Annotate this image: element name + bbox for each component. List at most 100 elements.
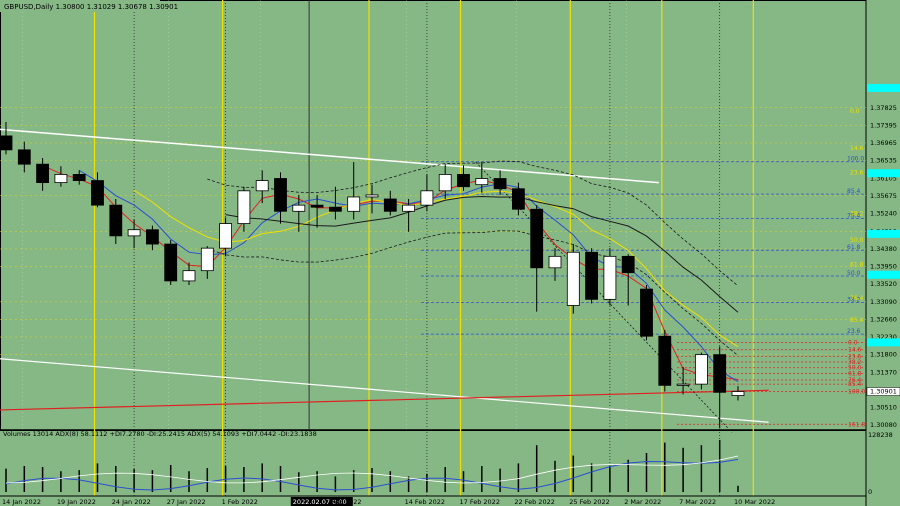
price-tick-label: 1.33950 bbox=[870, 263, 897, 271]
candle-body bbox=[566, 251, 580, 306]
price-tick-label: 1.32660 bbox=[870, 315, 897, 323]
candle-body bbox=[658, 335, 672, 386]
price-tick-label: 1.36535 bbox=[870, 157, 897, 165]
candle-body bbox=[310, 204, 324, 208]
price-tick-label: 1.35240 bbox=[870, 210, 897, 218]
date-tick-label: 24 Jan 2022 bbox=[112, 498, 151, 506]
price-tick-label: 1.37825 bbox=[870, 104, 897, 112]
price-marker-box bbox=[867, 270, 900, 279]
candle-body bbox=[493, 178, 507, 190]
candle-body bbox=[17, 149, 31, 165]
candle-body bbox=[72, 174, 86, 181]
candle-body bbox=[512, 188, 525, 210]
candle-body bbox=[365, 194, 379, 198]
fibo-yellow-label: 23.6 bbox=[850, 169, 864, 176]
volume-panel bbox=[5, 440, 739, 492]
candle-body bbox=[713, 354, 727, 393]
candle-body bbox=[695, 354, 708, 385]
candle-body bbox=[603, 255, 617, 300]
volume-scale-min: 0 bbox=[868, 488, 872, 496]
price-tick-label: 1.34380 bbox=[870, 245, 897, 253]
candle-body bbox=[640, 288, 653, 337]
price-tick-label: 1.32230 bbox=[870, 333, 897, 341]
date-axis: 14 Jan 2022 19 Jan 2022 24 Jan 2022 27 Jan … bbox=[0, 495, 866, 506]
price-marker-box bbox=[867, 83, 900, 92]
header-bg bbox=[0, 0, 160, 12]
date-tick-label: 7 Mar 2022 bbox=[679, 498, 716, 506]
candle-body bbox=[585, 251, 598, 300]
candle-body bbox=[0, 135, 13, 151]
upper-trend-line bbox=[0, 128, 659, 184]
candle-body bbox=[36, 163, 49, 184]
fibo-yellow-label: 61.8 bbox=[850, 262, 864, 269]
candle-body bbox=[182, 270, 196, 282]
candle-body bbox=[219, 223, 233, 249]
crosshair-date-label: 2022.02.07 0:00 bbox=[293, 498, 347, 506]
candle-body bbox=[328, 206, 342, 212]
candle-body bbox=[383, 198, 397, 212]
candle-body bbox=[548, 255, 562, 269]
lower-trend-line bbox=[0, 358, 769, 423]
price-tick-label: 1.35675 bbox=[870, 192, 897, 200]
price-tick-label: 1.36965 bbox=[870, 139, 897, 147]
bollinger-upper-band bbox=[207, 160, 739, 287]
fibo-red-label: 23.6 bbox=[848, 353, 862, 360]
adx-blue-line bbox=[5, 458, 739, 491]
candle-body bbox=[255, 180, 269, 192]
candle-body bbox=[127, 229, 141, 237]
fibo-yellow-label: 50.0 bbox=[850, 237, 864, 244]
candle-body bbox=[347, 196, 361, 212]
fibo-red-label: 161.8 bbox=[848, 421, 865, 428]
candle-body bbox=[731, 391, 745, 396]
price-marker-box bbox=[867, 338, 900, 347]
volume-label: Volumes 13014 ADX(8) 58.1112 +DI7.2780 -… bbox=[3, 430, 317, 438]
ma-black-line bbox=[225, 195, 739, 313]
volume-scale-max: 128238 bbox=[868, 431, 893, 439]
price-tick-label: 1.31370 bbox=[870, 368, 897, 376]
candle-body bbox=[54, 174, 68, 184]
candle-body bbox=[402, 204, 416, 212]
date-tick-label: 27 Jan 2022 bbox=[167, 498, 206, 506]
candle-body bbox=[164, 243, 178, 282]
trend-lines bbox=[0, 128, 769, 433]
fibo-blue-label: 100.0 bbox=[847, 156, 864, 163]
candle-body bbox=[457, 174, 470, 188]
fibo-yellow-label: 85.4 bbox=[850, 317, 864, 324]
fibo-blue-label: 50.0 bbox=[847, 270, 861, 277]
candle-body bbox=[420, 190, 434, 206]
candle-body bbox=[292, 204, 306, 212]
candle-body bbox=[676, 383, 690, 386]
fibo-blue-label: 61.8 bbox=[847, 244, 861, 251]
candle-body bbox=[274, 178, 287, 212]
price-tick-label: 1.31800 bbox=[870, 351, 897, 359]
chart-title: GBPUSD,Daily 1.30800 1.31029 1.30678 1.3… bbox=[4, 3, 178, 11]
current-price-label: 1.30901 bbox=[870, 388, 897, 396]
candle-body bbox=[237, 190, 251, 224]
fibo-red-label: 14.6 bbox=[848, 347, 862, 354]
date-tick-label: 14 Jan 2022 bbox=[2, 498, 41, 506]
date-tick-label: 2 Mar 2022 bbox=[624, 498, 661, 506]
fibo-yellow-label: 38.2 bbox=[850, 210, 864, 217]
price-tick-label: 1.30080 bbox=[870, 421, 897, 429]
candlesticks bbox=[0, 122, 745, 429]
bollinger-lower-band bbox=[207, 230, 739, 356]
price-tick-label: 1.33520 bbox=[870, 280, 897, 288]
candle-body bbox=[621, 255, 635, 274]
fibo-red-label: 61.8 bbox=[848, 370, 862, 377]
date-tick-label: 22 Feb 2022 bbox=[514, 498, 554, 506]
fibo-red-label: 50.0 bbox=[848, 365, 862, 372]
price-marker-box bbox=[867, 229, 900, 238]
candle-body bbox=[91, 180, 104, 206]
fibo-red-label: 100.0 bbox=[848, 389, 865, 396]
ma-yellow-line bbox=[133, 189, 739, 348]
crosshair-date-box bbox=[290, 497, 353, 506]
fibo-yellow-label: 0.0 bbox=[850, 108, 860, 115]
fibo-red-label: 85.4 bbox=[848, 381, 862, 388]
support-red-line bbox=[0, 389, 769, 411]
adx-white-line bbox=[5, 455, 739, 484]
price-marker-box bbox=[867, 169, 900, 178]
fibo-red-label: 38.2 bbox=[848, 359, 862, 366]
current-price-box bbox=[866, 387, 900, 396]
date-tick-label: 19 Jan 2022 bbox=[57, 498, 96, 506]
